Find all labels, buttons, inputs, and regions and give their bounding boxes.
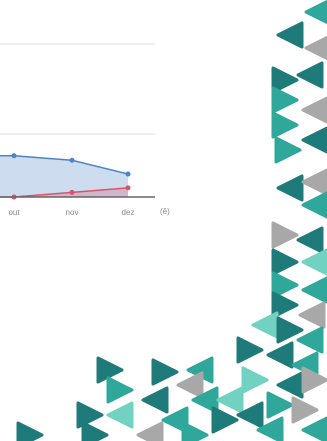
decor-triangle [301,126,327,154]
decor-triangle [266,341,294,369]
decor-triangle [216,386,244,414]
decor-triangle [266,391,294,419]
decor-triangle [271,66,299,94]
decor-triangle [276,316,304,344]
decor-triangle [304,0,327,25]
decor-triangle [96,356,124,384]
decor-triangle [241,366,269,394]
x-tick-label: nov [66,208,79,217]
data-point [69,157,75,163]
decor-triangle [296,226,324,254]
decor-triangle [251,311,279,339]
decor-triangle [271,291,299,319]
decor-triangle [296,326,324,354]
decor-triangle [301,191,327,219]
x-tick-label: out [8,208,20,217]
decor-triangle [236,336,264,364]
decor-triangle [296,61,324,89]
decor-triangle [274,136,302,164]
series-area [0,155,128,197]
decor-triangle [276,371,304,399]
decor-triangle [271,86,299,114]
decor-triangle [236,401,264,429]
decor-triangle [81,421,109,441]
decor-triangle [276,174,304,202]
decor-triangle [141,386,169,414]
decor-triangle [256,416,284,441]
x-tick-label: dez [122,208,135,217]
decor-triangle [271,248,299,276]
decor-triangle [301,248,327,276]
decor-triangle [76,401,104,429]
data-point [125,171,131,177]
decor-triangle [161,406,189,434]
decor-triangle [181,421,209,441]
decor-triangle [298,301,326,329]
series-area [0,187,128,197]
data-point [11,153,17,159]
decor-triangle [301,276,327,304]
data-point [125,185,131,191]
decor-triangle [176,371,204,399]
decor-triangle [301,366,327,394]
decor-triangle [106,401,134,429]
decor-triangle [301,96,327,124]
decor-triangle [291,396,319,424]
decor-triangle [304,35,327,61]
decor-triangle [301,416,327,441]
decor-triangle [271,221,299,249]
decor-triangle [136,421,164,441]
unit-label: (ê) [160,207,170,216]
decor-triangle [211,406,239,434]
decor-triangle [301,168,327,196]
data-point [69,189,75,195]
decor-triangle [16,421,44,441]
decor-triangle [276,21,304,49]
decor-triangle [271,111,299,139]
decor-triangle [271,271,299,299]
decor-triangle [151,358,179,386]
decor-triangle [106,376,134,404]
